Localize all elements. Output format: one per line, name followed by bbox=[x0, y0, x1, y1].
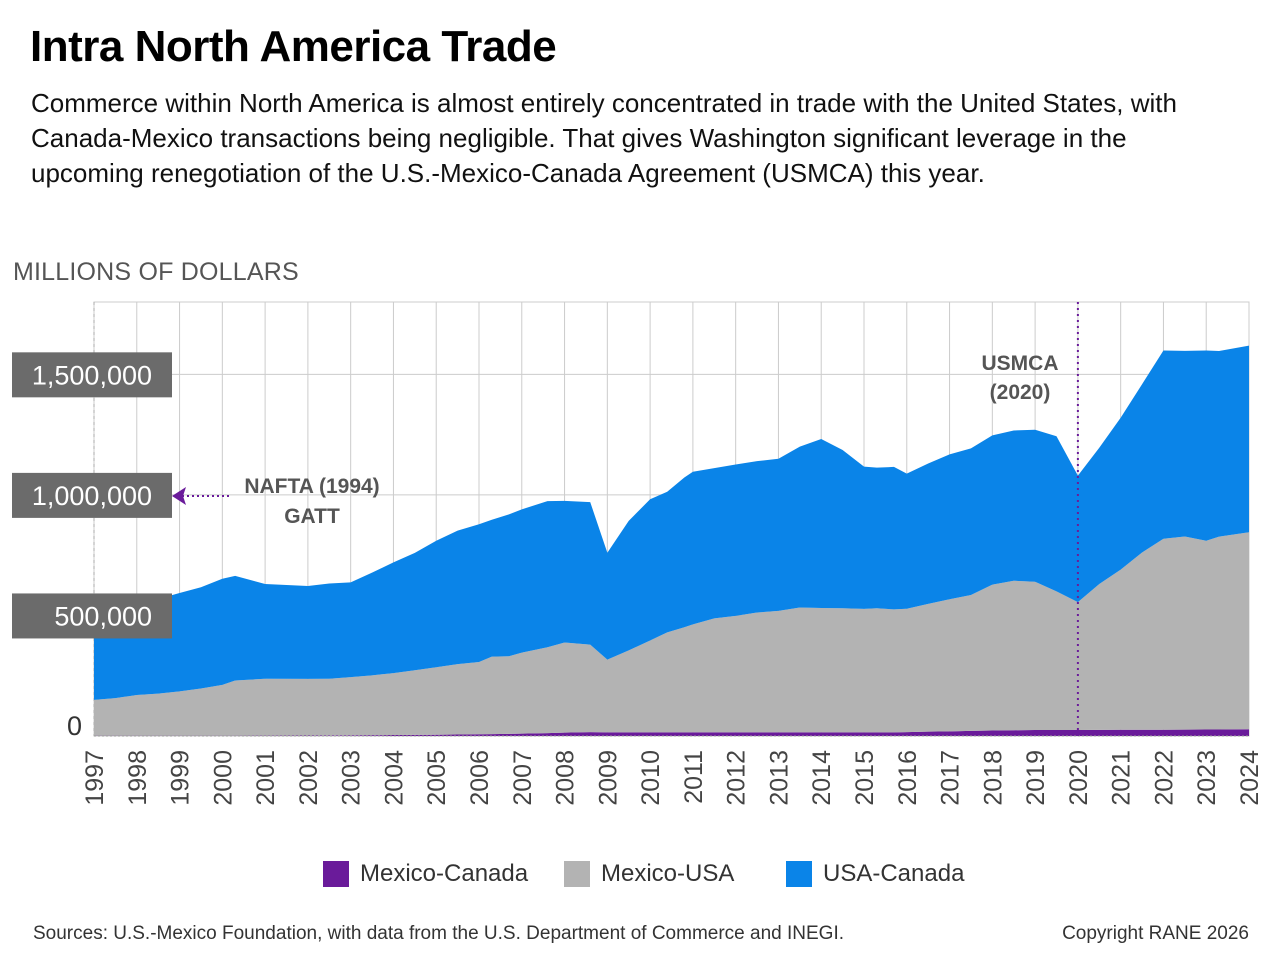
chart-subtitle: Commerce within North America is almost … bbox=[31, 88, 1177, 188]
annotation-nafta-line1: NAFTA (1994) bbox=[244, 475, 379, 498]
x-tick-label: 2023 bbox=[1193, 750, 1221, 806]
area-mexico-usa bbox=[94, 532, 1249, 736]
x-tick-label: 2010 bbox=[637, 750, 665, 806]
legend-swatch-mexico-canada bbox=[323, 861, 349, 887]
x-tick-label: 2009 bbox=[594, 750, 622, 806]
legend-label-mexico-usa: Mexico-USA bbox=[601, 860, 735, 887]
y-tick-box bbox=[12, 352, 172, 398]
x-tick-label: 2001 bbox=[252, 750, 280, 806]
legend-item-mexico-canada: Mexico-Canada bbox=[323, 860, 528, 888]
x-tick-label: 2004 bbox=[380, 750, 408, 806]
nafta-arrow-head bbox=[172, 487, 186, 505]
source-note: Sources: U.S.-Mexico Foundation, with da… bbox=[33, 923, 844, 944]
x-tick-label: 2005 bbox=[423, 750, 451, 806]
annotation-usmca-line1: USMCA bbox=[982, 352, 1059, 375]
y-tick-label: 1,500,000 bbox=[32, 360, 152, 390]
x-tick-label: 2012 bbox=[723, 750, 751, 806]
x-tick-label: 2016 bbox=[894, 750, 922, 806]
x-tick-label: 1997 bbox=[81, 750, 109, 806]
x-tick-label: 2006 bbox=[466, 750, 494, 806]
x-tick-label: 2002 bbox=[295, 750, 323, 806]
legend-swatch-mexico-usa bbox=[564, 861, 590, 887]
x-tick-label: 2024 bbox=[1236, 750, 1264, 806]
x-tick-label: 2018 bbox=[979, 750, 1007, 806]
legend-item-usa-canada: USA-Canada bbox=[786, 860, 964, 888]
legend-item-mexico-usa: Mexico-USA bbox=[564, 860, 734, 888]
y-tick-box bbox=[12, 472, 172, 518]
annotation-usmca-line2: (2020) bbox=[990, 381, 1051, 404]
x-tick-label: 2020 bbox=[1065, 750, 1093, 806]
x-tick-label: 2019 bbox=[1022, 750, 1050, 806]
x-tick-label: 2000 bbox=[209, 750, 237, 806]
x-tick-label: 2011 bbox=[680, 750, 708, 804]
x-axis-ticks: 1997 1998 1999 2000 2001 2002 2003 2004 2005 2006… bbox=[81, 750, 1264, 806]
area-usa-canada bbox=[94, 345, 1249, 700]
x-tick-label: 2015 bbox=[851, 750, 879, 806]
legend-label-mexico-canada: Mexico-Canada bbox=[360, 860, 529, 887]
x-tick-label: 2021 bbox=[1108, 750, 1136, 806]
x-tick-label: 2022 bbox=[1150, 750, 1178, 806]
y-tick-box bbox=[12, 593, 172, 639]
annotation-nafta-line2: GATT bbox=[284, 505, 340, 528]
x-tick-label: 2003 bbox=[338, 750, 366, 806]
x-tick-label: 2017 bbox=[937, 750, 965, 806]
y-tick-label: 1,000,000 bbox=[32, 481, 152, 511]
area-layers bbox=[94, 345, 1249, 737]
y-tick-label: 0 bbox=[67, 711, 82, 741]
chart-title: Intra North America Trade bbox=[30, 22, 557, 71]
chart-plot: USMCA (2020) NAFTA (1994) GATT 0 500,000 1,00… bbox=[12, 301, 1264, 806]
legend-label-usa-canada: USA-Canada bbox=[823, 860, 965, 887]
annotations: USMCA (2020) NAFTA (1994) GATT bbox=[172, 302, 1079, 736]
x-tick-label: 2008 bbox=[552, 750, 580, 806]
x-tick-label: 1999 bbox=[167, 750, 195, 806]
unit-label: MILLIONS OF DOLLARS bbox=[13, 258, 299, 286]
copyright-note: Copyright RANE 2026 bbox=[1062, 923, 1249, 944]
legend: Mexico-Canada Mexico-USA USA-Canada bbox=[0, 860, 1280, 894]
legend-swatch-usa-canada bbox=[786, 861, 812, 887]
x-tick-label: 2014 bbox=[808, 750, 836, 806]
y-axis-ticks: 0 500,000 1,000,000 1,500,000 bbox=[12, 352, 172, 741]
area-mexico-canada bbox=[94, 729, 1249, 736]
x-tick-label: 2013 bbox=[765, 750, 793, 806]
x-tick-label: 2007 bbox=[509, 750, 537, 806]
y-tick-label: 500,000 bbox=[54, 601, 152, 631]
x-tick-label: 1998 bbox=[124, 750, 152, 806]
